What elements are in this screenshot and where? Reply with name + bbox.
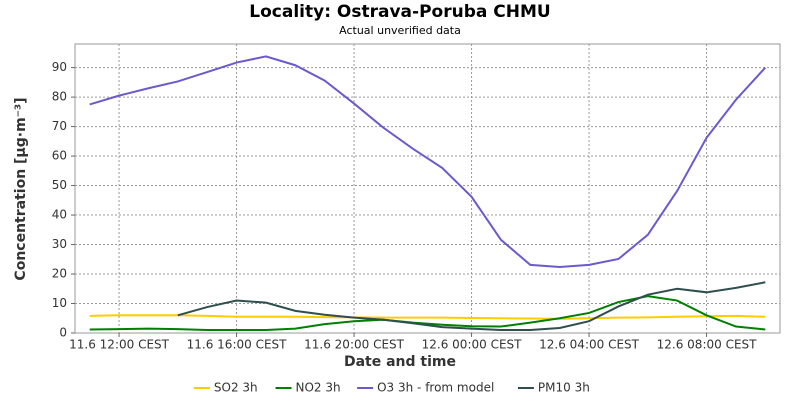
x-tick-label: 12.6 00:00 CEST (422, 338, 523, 352)
legend-label: O3 3h - from model (377, 381, 494, 395)
legend-label: PM10 3h (538, 381, 590, 395)
x-tick-label: 12.6 08:00 CEST (657, 338, 758, 352)
plot-area (74, 43, 781, 334)
y-tick-label: 50 (52, 178, 67, 192)
chart-subtitle: Actual unverified data (339, 24, 461, 37)
y-tick-label: 60 (52, 149, 67, 163)
series-line (177, 281, 766, 332)
series-line (89, 295, 766, 332)
x-tick-label: 12.6 04:00 CEST (539, 338, 640, 352)
x-tick-label: 11.6 12:00 CEST (69, 338, 170, 352)
y-tick-label: 90 (52, 60, 67, 74)
y-tick-label: 20 (52, 267, 67, 281)
chart-title: Locality: Ostrava-Poruba CHMU (249, 2, 550, 22)
series-line (89, 314, 766, 320)
x-axis-label: Date and time (344, 354, 456, 370)
series-line (89, 55, 767, 268)
y-tick-label: 0 (59, 326, 67, 340)
legend-label: NO2 3h (296, 381, 341, 395)
y-tick-label: 70 (52, 119, 67, 133)
legend-label: SO2 3h (214, 381, 258, 395)
y-axis-label: Concentration [µg·m⁻³] (13, 97, 29, 280)
x-tick-label: 11.6 20:00 CEST (304, 338, 405, 352)
y-tick-label: 10 (52, 296, 67, 310)
y-tick-label: 40 (52, 208, 67, 222)
x-tick-label: 11.6 16:00 CEST (187, 338, 288, 352)
y-tick-label: 30 (52, 237, 67, 251)
y-tick-label: 80 (52, 90, 67, 104)
